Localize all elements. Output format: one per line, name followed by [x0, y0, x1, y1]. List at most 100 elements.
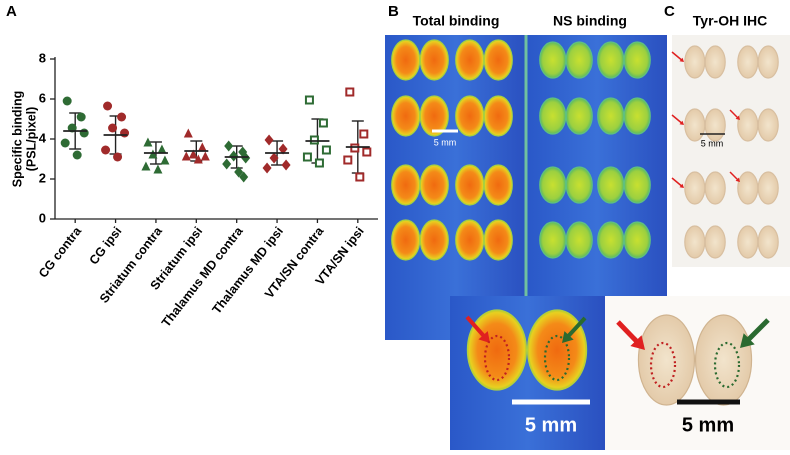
y-axis-label: (PSL/pixel)	[24, 107, 38, 172]
hemisphere	[623, 41, 651, 79]
hemisphere	[419, 39, 449, 81]
hemisphere	[623, 221, 651, 259]
arrow	[564, 316, 587, 340]
point	[101, 145, 111, 155]
hemisphere	[565, 166, 593, 204]
hemisphere	[737, 171, 759, 205]
hemisphere	[455, 39, 485, 81]
point	[76, 112, 86, 122]
hemisphere	[539, 41, 567, 79]
arrow-head	[630, 335, 645, 350]
point	[229, 150, 239, 162]
scale-label: 5 mm	[434, 137, 457, 147]
point	[120, 128, 130, 138]
hemisphere	[419, 164, 449, 206]
hemisphere	[623, 97, 651, 135]
brain-section	[597, 221, 651, 259]
brain-section	[455, 219, 513, 261]
hemisphere	[526, 309, 588, 391]
x-tick-label: CG ipsi	[87, 224, 125, 267]
brain-section	[737, 225, 779, 259]
point	[345, 87, 355, 97]
point	[200, 151, 210, 161]
hemisphere	[757, 45, 779, 79]
hemisphere	[684, 225, 706, 259]
y-tick-label: 0	[39, 210, 46, 225]
hemisphere	[597, 41, 625, 79]
point	[321, 145, 331, 155]
region-outline	[649, 341, 677, 389]
brain-section	[684, 171, 726, 205]
hemisphere	[565, 97, 593, 135]
hemisphere	[704, 171, 726, 205]
brain-section	[597, 97, 651, 135]
point	[304, 95, 314, 105]
brain-section	[737, 45, 779, 79]
y-axis-label: Specific binding	[10, 91, 24, 188]
arrow	[671, 177, 683, 188]
hemisphere	[704, 45, 726, 79]
brain-section	[391, 95, 449, 137]
scale-label: 5 mm	[525, 414, 577, 436]
scale-label: 5 mm	[682, 414, 734, 436]
hemisphere	[483, 219, 513, 261]
hemisphere	[483, 95, 513, 137]
point	[281, 159, 291, 171]
hemisphere	[737, 45, 759, 79]
brain-section	[684, 45, 726, 79]
hemisphere	[757, 108, 779, 142]
hemisphere	[737, 108, 759, 142]
point	[318, 118, 328, 128]
point	[234, 166, 244, 178]
brain-section	[637, 314, 753, 406]
dot-plot: 0 2 4 6 8 Specific binding (PSL/pixel) CG contr…	[10, 50, 378, 330]
hemisphere	[565, 41, 593, 79]
hemisphere	[757, 225, 779, 259]
point	[60, 138, 70, 148]
brain-section	[539, 97, 593, 135]
hemisphere	[539, 221, 567, 259]
hemisphere	[757, 171, 779, 205]
region-outline	[543, 334, 571, 382]
brain-section	[737, 171, 779, 205]
hemisphere	[597, 166, 625, 204]
point	[278, 143, 288, 155]
point	[302, 152, 312, 162]
y-tick-label: 2	[39, 170, 46, 185]
point	[314, 158, 324, 168]
arrow-head	[735, 177, 740, 182]
hemisphere	[704, 225, 726, 259]
brain-section	[455, 39, 513, 81]
point	[181, 151, 191, 161]
arrow-head	[478, 331, 490, 343]
arrow	[671, 51, 683, 62]
scale-label: 5 mm	[701, 138, 724, 148]
point	[143, 137, 153, 147]
point	[103, 101, 113, 111]
hemisphere	[391, 219, 421, 261]
hemisphere	[565, 221, 593, 259]
hemisphere	[391, 164, 421, 206]
hemisphere	[597, 97, 625, 135]
point	[183, 128, 193, 138]
point	[362, 147, 372, 157]
hemisphere	[737, 225, 759, 259]
arrow-head	[735, 115, 740, 120]
hemisphere	[419, 95, 449, 137]
arrow	[465, 315, 488, 340]
brain-section	[455, 95, 513, 137]
hemisphere	[455, 95, 485, 137]
hemisphere	[694, 314, 753, 406]
images	[385, 35, 790, 450]
hemisphere	[623, 166, 651, 204]
hemisphere	[539, 97, 567, 135]
point	[355, 172, 365, 182]
x-tick-label: Thalamus MD ipsi	[210, 224, 286, 316]
point	[222, 158, 232, 170]
point	[141, 161, 151, 171]
arrow	[743, 318, 770, 345]
hemisphere	[684, 45, 706, 79]
point	[197, 142, 207, 152]
point	[350, 143, 360, 153]
point	[239, 171, 249, 183]
